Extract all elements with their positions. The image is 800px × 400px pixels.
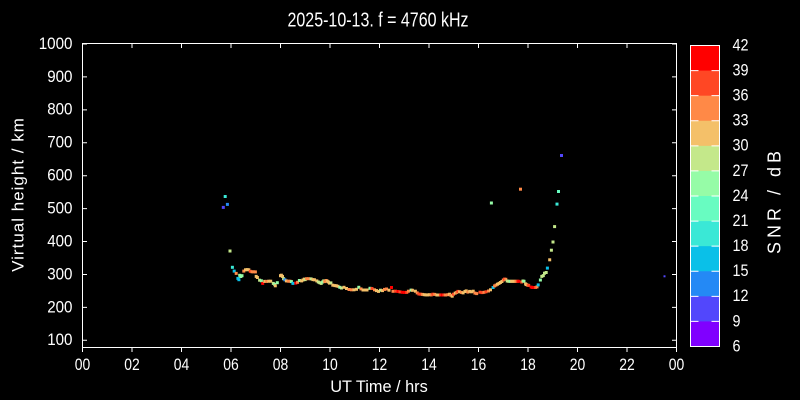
svg-text:2025-10-13. f = 4760 kHz: 2025-10-13. f = 4760 kHz — [288, 10, 469, 32]
svg-text:100: 100 — [47, 330, 72, 349]
svg-text:Virtual height / km: Virtual height / km — [9, 117, 28, 272]
svg-text:27: 27 — [733, 161, 749, 180]
svg-text:00: 00 — [669, 355, 685, 374]
svg-text:39: 39 — [733, 61, 749, 80]
svg-text:700: 700 — [47, 133, 72, 152]
svg-text:18: 18 — [520, 355, 536, 374]
svg-text:33: 33 — [733, 111, 749, 130]
svg-text:21: 21 — [733, 211, 749, 230]
svg-text:500: 500 — [47, 199, 72, 218]
svg-text:04: 04 — [174, 355, 190, 374]
svg-text:1000: 1000 — [39, 34, 73, 53]
svg-text:02: 02 — [124, 355, 140, 374]
svg-text:SNR / dB: SNR / dB — [765, 147, 785, 254]
svg-text:12: 12 — [733, 286, 749, 305]
svg-text:36: 36 — [733, 86, 749, 105]
svg-text:800: 800 — [47, 100, 72, 119]
svg-text:12: 12 — [372, 355, 388, 374]
svg-text:18: 18 — [733, 236, 749, 255]
svg-text:UT Time / hrs: UT Time / hrs — [330, 377, 428, 396]
svg-text:00: 00 — [75, 355, 91, 374]
svg-text:6: 6 — [733, 336, 741, 355]
svg-text:600: 600 — [47, 166, 72, 185]
svg-text:9: 9 — [733, 311, 741, 330]
svg-text:06: 06 — [223, 355, 239, 374]
svg-text:08: 08 — [273, 355, 289, 374]
svg-text:10: 10 — [322, 355, 338, 374]
svg-text:16: 16 — [471, 355, 487, 374]
svg-text:300: 300 — [47, 264, 72, 283]
svg-text:20: 20 — [570, 355, 586, 374]
svg-text:14: 14 — [421, 355, 437, 374]
svg-text:22: 22 — [619, 355, 635, 374]
svg-text:24: 24 — [733, 186, 749, 205]
svg-text:15: 15 — [733, 261, 749, 280]
svg-text:42: 42 — [733, 35, 749, 54]
svg-text:200: 200 — [47, 297, 72, 316]
svg-text:900: 900 — [47, 67, 72, 86]
svg-text:400: 400 — [47, 231, 72, 250]
svg-text:30: 30 — [733, 136, 749, 155]
